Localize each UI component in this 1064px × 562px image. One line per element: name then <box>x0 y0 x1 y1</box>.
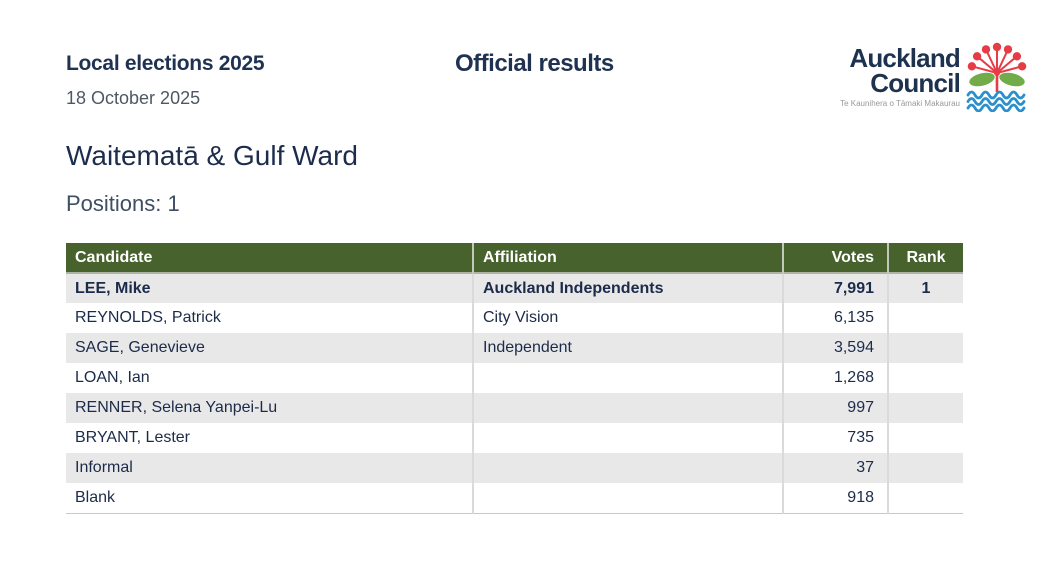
official-results-label: Official results <box>455 50 614 77</box>
cell-votes: 735 <box>782 423 888 453</box>
cell-rank <box>887 393 963 423</box>
document-date: 18 October 2025 <box>66 88 201 108</box>
table-row: LOAN, Ian 1,268 <box>66 363 963 393</box>
cell-affiliation <box>472 483 783 514</box>
pohutukawa-icon <box>966 42 1027 112</box>
results-header-row: Candidate Affiliation Votes Rank <box>66 243 963 273</box>
cell-candidate: REYNOLDS, Patrick <box>66 303 473 333</box>
cell-votes: 997 <box>782 393 888 423</box>
column-header-rank: Rank <box>887 243 963 273</box>
auckland-council-logo: Auckland Council Te Kaunihera o Tāmaki M… <box>840 40 1028 112</box>
cell-rank <box>887 423 963 453</box>
cell-candidate: RENNER, Selena Yanpei-Lu <box>66 393 473 423</box>
table-row: Informal 37 <box>66 453 963 483</box>
cell-candidate: Blank <box>66 483 473 514</box>
cell-candidate: LEE, Mike <box>66 273 473 303</box>
cell-affiliation: City Vision <box>472 303 783 333</box>
table-row: LEE, Mike Auckland Independents 7,991 1 <box>66 273 963 303</box>
cell-rank <box>887 453 963 483</box>
cell-affiliation <box>472 363 783 393</box>
logo-wordmark-line1: Auckland <box>849 43 960 73</box>
table-row: REYNOLDS, Patrick City Vision 6,135 <box>66 303 963 333</box>
logo-wordmark: Auckland Council Te Kaunihera o Tāmaki M… <box>840 43 961 108</box>
cell-rank <box>887 483 963 514</box>
column-header-candidate: Candidate <box>66 243 473 273</box>
cell-votes: 3,594 <box>782 333 888 363</box>
table-row: BRYANT, Lester 735 <box>66 423 963 453</box>
results-table-body: LEE, Mike Auckland Independents 7,991 1 REYN… <box>66 273 963 514</box>
cell-votes: 6,135 <box>782 303 888 333</box>
document-title: Local elections 2025 <box>66 52 265 75</box>
cell-affiliation <box>472 423 783 453</box>
logo-tagline: Te Kaunihera o Tāmaki Makaurau <box>840 99 960 108</box>
logo-wordmark-line2: Council <box>870 68 961 98</box>
cell-votes: 918 <box>782 483 888 514</box>
cell-votes: 7,991 <box>782 273 888 303</box>
cell-candidate: Informal <box>66 453 473 483</box>
cell-affiliation <box>472 393 783 423</box>
cell-candidate: BRYANT, Lester <box>66 423 473 453</box>
results-table: Candidate Affiliation Votes Rank LEE, Mike A… <box>66 243 963 514</box>
cell-rank <box>887 333 963 363</box>
cell-affiliation: Independent <box>472 333 783 363</box>
table-row: Blank 918 <box>66 483 963 514</box>
cell-rank <box>887 303 963 333</box>
table-row: SAGE, Genevieve Independent 3,594 <box>66 333 963 363</box>
column-header-votes: Votes <box>782 243 888 273</box>
cell-votes: 37 <box>782 453 888 483</box>
table-row: RENNER, Selena Yanpei-Lu 997 <box>66 393 963 423</box>
cell-affiliation <box>472 453 783 483</box>
cell-votes: 1,268 <box>782 363 888 393</box>
cell-rank: 1 <box>887 273 963 303</box>
positions-label: Positions: 1 <box>66 191 180 216</box>
ward-title: Waitematā & Gulf Ward <box>66 140 359 171</box>
cell-rank <box>887 363 963 393</box>
column-header-affiliation: Affiliation <box>472 243 783 273</box>
cell-candidate: LOAN, Ian <box>66 363 473 393</box>
cell-candidate: SAGE, Genevieve <box>66 333 473 363</box>
cell-affiliation: Auckland Independents <box>472 273 783 303</box>
